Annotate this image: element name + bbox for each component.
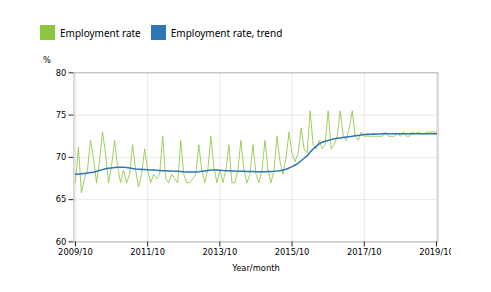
svg-text:2015/10: 2015/10 bbox=[275, 247, 310, 257]
svg-text:80: 80 bbox=[56, 68, 67, 78]
svg-text:2009/10: 2009/10 bbox=[58, 247, 93, 257]
svg-text:70: 70 bbox=[56, 152, 67, 162]
svg-text:65: 65 bbox=[56, 194, 67, 204]
svg-text:60: 60 bbox=[56, 237, 67, 247]
svg-text:%: % bbox=[43, 55, 51, 65]
svg-text:2013/10: 2013/10 bbox=[202, 247, 237, 257]
html-text:Employment rate: Employment rate bbox=[60, 25, 141, 40]
svg-text:75: 75 bbox=[56, 110, 67, 120]
html-text:Employment rate, trend: Employment rate, trend bbox=[170, 25, 283, 40]
svg-text:2019/10: 2019/10 bbox=[419, 247, 451, 257]
svg-text:2017/10: 2017/10 bbox=[347, 247, 382, 257]
svg-text:2011/10: 2011/10 bbox=[130, 247, 165, 257]
svg-text:Year/month: Year/month bbox=[231, 263, 280, 273]
